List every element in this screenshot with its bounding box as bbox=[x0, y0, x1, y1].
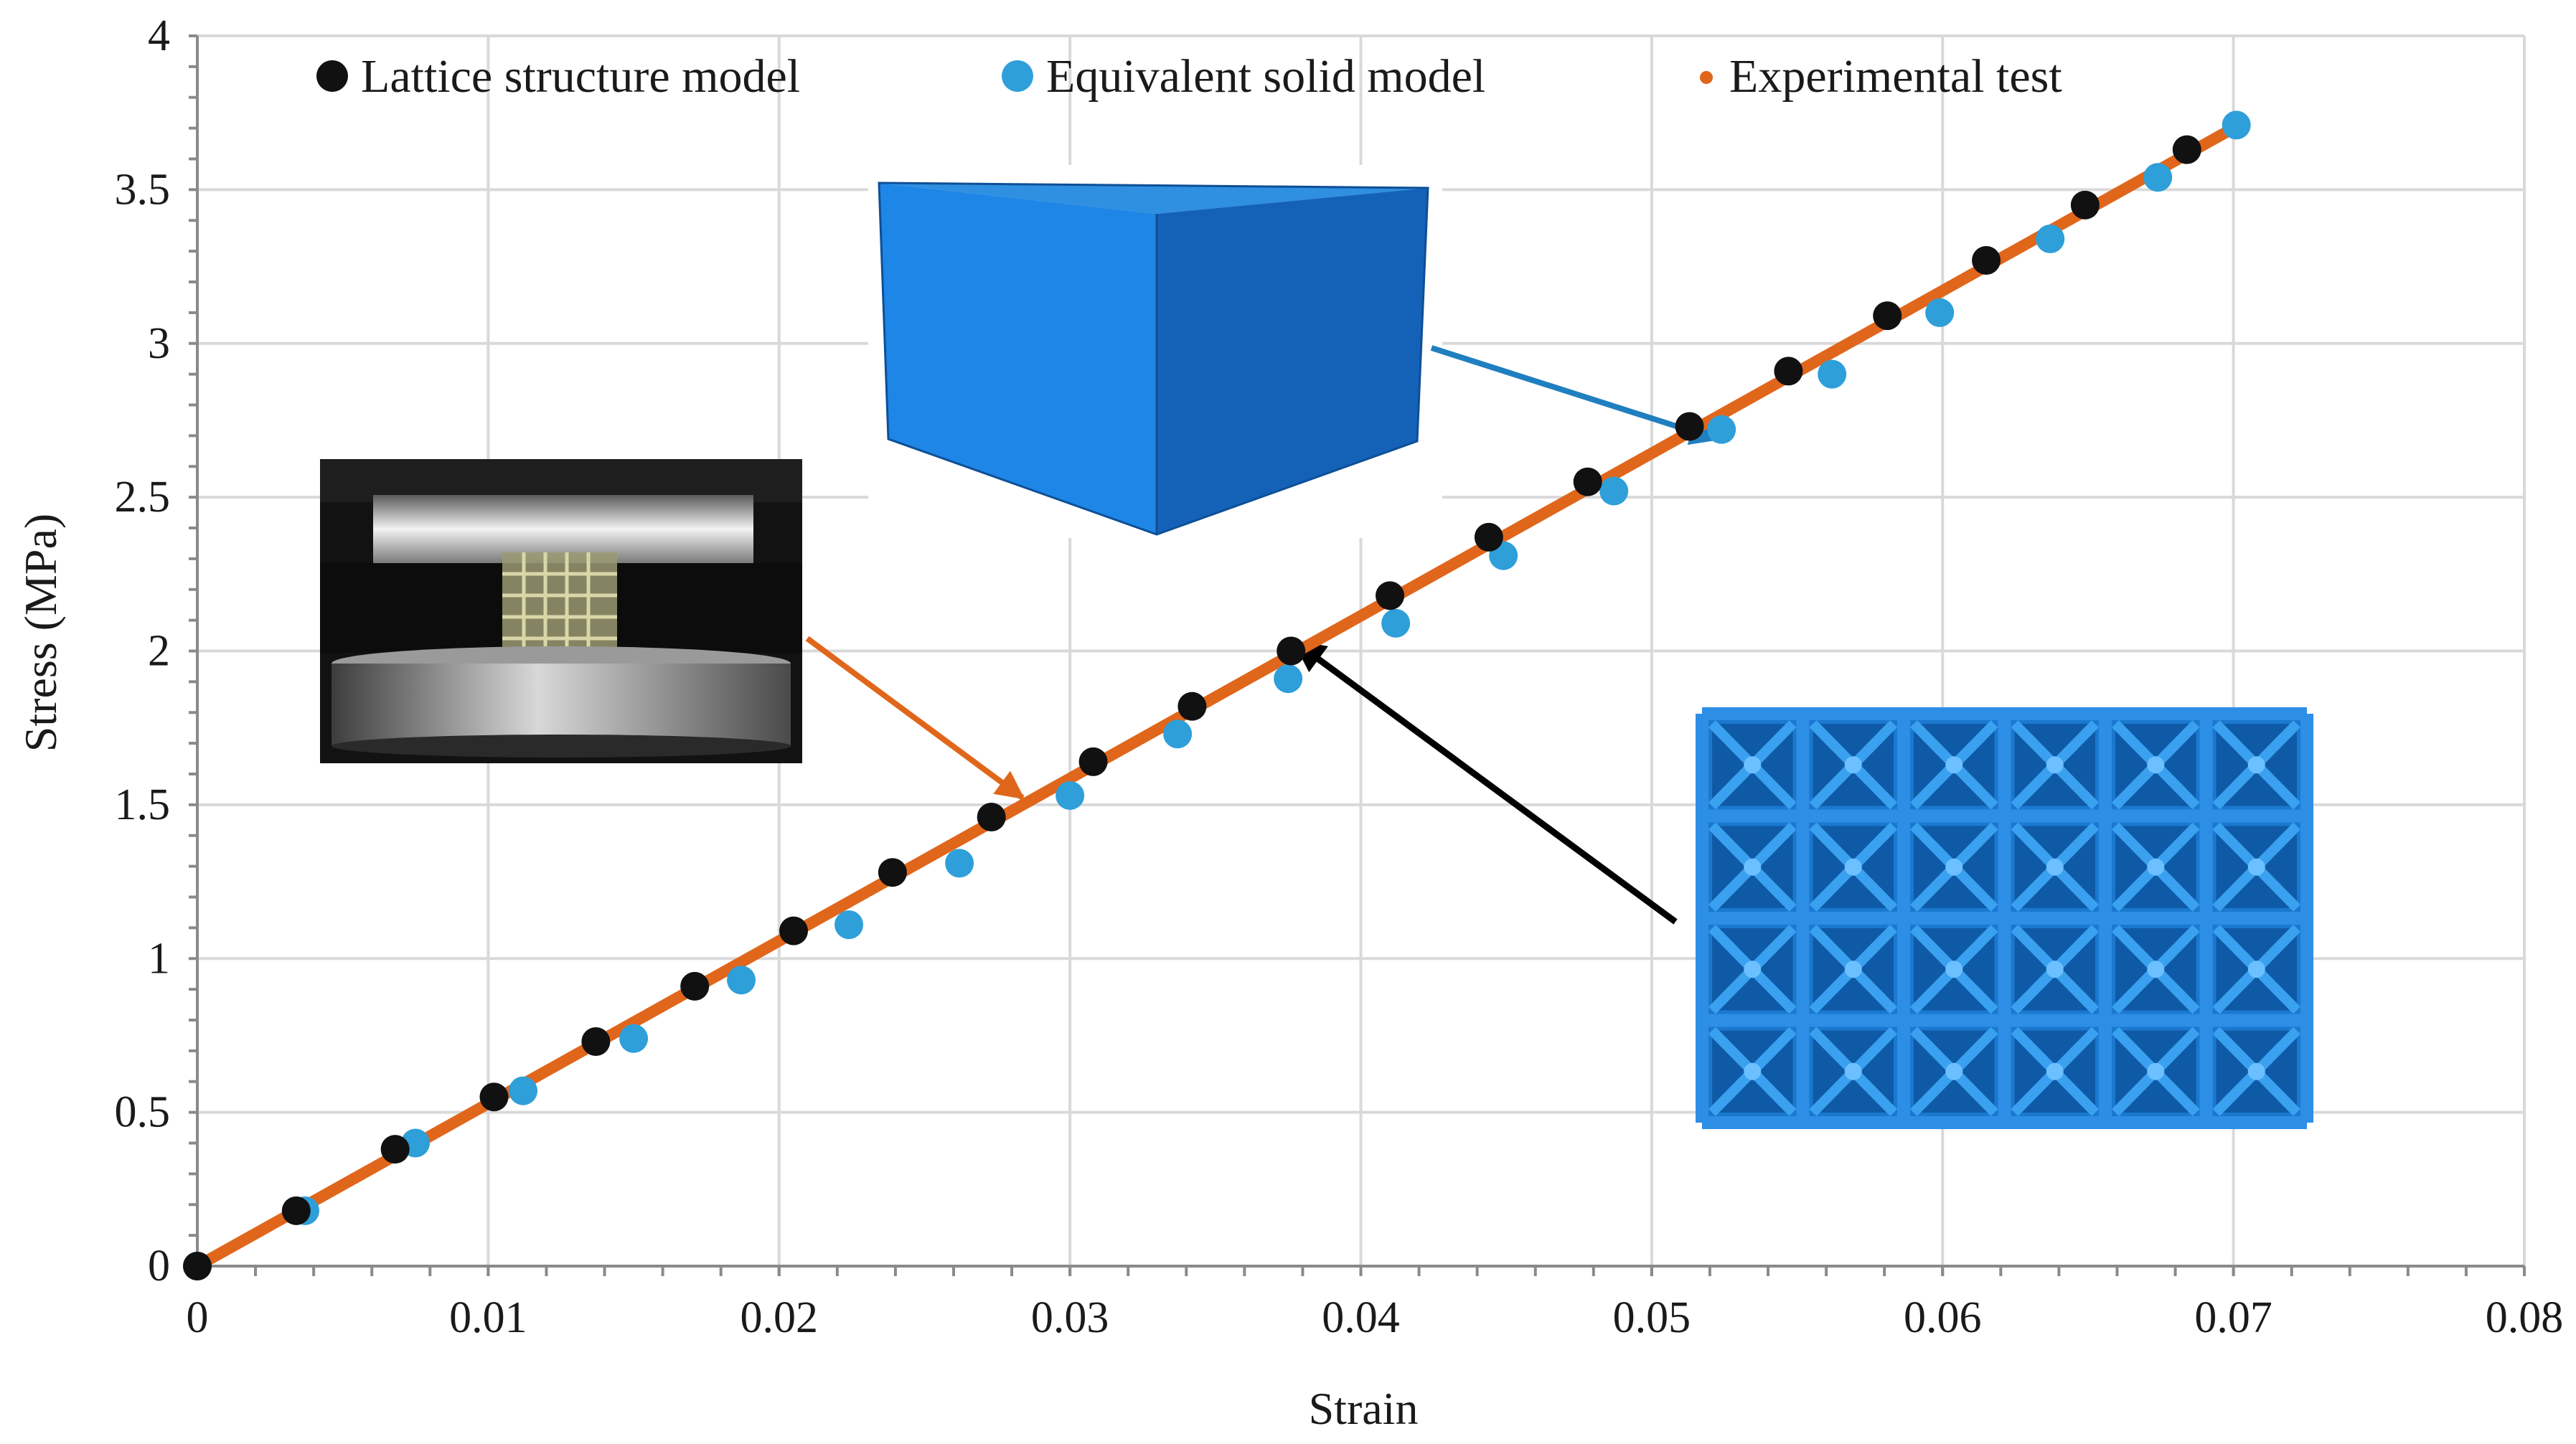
lattice-point bbox=[1972, 245, 2001, 275]
solid-point bbox=[945, 849, 974, 878]
legend-label-experimental: Experimental test bbox=[1729, 50, 2062, 103]
data-series bbox=[183, 110, 2251, 1280]
x-tick-label: 0.02 bbox=[741, 1293, 819, 1342]
tick-labels: 0 0.01 0.02 0.03 0.04 0.05 0.06 0.07 0.08 0 0.5 1 1.… bbox=[115, 11, 2564, 1342]
solid-point bbox=[1274, 664, 1303, 694]
lattice-point bbox=[2070, 190, 2100, 220]
x-tick-label: 0.07 bbox=[2194, 1293, 2272, 1342]
y-tick-label: 2.5 bbox=[115, 473, 171, 522]
solid-point bbox=[1599, 476, 1629, 506]
lattice-point bbox=[680, 971, 710, 1001]
lattice-point bbox=[1474, 522, 1503, 552]
lattice-point bbox=[1873, 301, 1902, 331]
y-tick-label: 4 bbox=[148, 11, 170, 60]
axes bbox=[189, 34, 2526, 1276]
solid-point bbox=[509, 1076, 538, 1105]
solid-point bbox=[727, 966, 756, 995]
lattice-point bbox=[380, 1135, 410, 1164]
y-tick-label: 0 bbox=[148, 1242, 170, 1290]
lattice-structure-model bbox=[1696, 707, 2313, 1129]
x-tick-label: 0 bbox=[187, 1293, 209, 1342]
x-tick-label: 0.06 bbox=[1904, 1293, 1982, 1342]
solid-point bbox=[2143, 163, 2173, 192]
solid-point bbox=[2222, 110, 2251, 140]
x-tick-label: 0.03 bbox=[1031, 1293, 1109, 1342]
solid-point bbox=[1381, 608, 1411, 638]
solid-point bbox=[1056, 781, 1085, 811]
lattice-point bbox=[1078, 747, 1108, 776]
lattice-point bbox=[2172, 135, 2201, 164]
lattice-point bbox=[479, 1082, 509, 1112]
cube-arrow bbox=[1430, 345, 1719, 445]
lattice-point bbox=[1573, 467, 1602, 496]
x-tick-label: 0.01 bbox=[449, 1293, 527, 1342]
solid-point bbox=[619, 1024, 649, 1053]
solid-cube-model bbox=[868, 165, 1442, 538]
y-axis-title: Stress (MPa) bbox=[15, 514, 66, 752]
x-tick-label: 0.08 bbox=[2486, 1293, 2564, 1342]
legend-label-solid: Equivalent solid model bbox=[1046, 50, 1485, 103]
legend-marker-experimental bbox=[1700, 71, 1713, 84]
solid-point bbox=[835, 910, 864, 940]
lattice-point bbox=[183, 1252, 212, 1280]
lattice-point bbox=[281, 1196, 311, 1225]
y-tick-label: 0.5 bbox=[115, 1088, 171, 1137]
legend-marker-solid bbox=[1002, 60, 1033, 92]
solid-point bbox=[1925, 298, 1955, 327]
solid-point bbox=[1818, 359, 1847, 389]
y-tick-label: 2 bbox=[148, 627, 170, 676]
test-rig-photo bbox=[320, 459, 802, 763]
lattice-point bbox=[878, 858, 907, 887]
y-tick-label: 3.5 bbox=[115, 165, 171, 214]
legend-marker-lattice bbox=[316, 60, 348, 92]
lattice-point bbox=[1177, 692, 1207, 721]
legend: Lattice structure model Equivalent solid… bbox=[316, 50, 2062, 103]
lattice-point bbox=[1277, 636, 1306, 666]
lattice-point bbox=[581, 1027, 611, 1057]
x-axis-title: Strain bbox=[1309, 1383, 1419, 1434]
lattice-arrow bbox=[1292, 639, 1678, 925]
legend-label-lattice: Lattice structure model bbox=[361, 50, 800, 103]
photo-arrow bbox=[805, 636, 1025, 801]
lattice-point bbox=[977, 803, 1006, 832]
solid-point bbox=[1163, 719, 1193, 749]
solid-point bbox=[2036, 224, 2065, 253]
x-tick-label: 0.04 bbox=[1322, 1293, 1400, 1342]
lattice-point bbox=[1376, 581, 1405, 610]
y-tick-label: 3 bbox=[148, 319, 170, 368]
solid-point bbox=[1707, 415, 1736, 444]
x-tick-label: 0.05 bbox=[1613, 1293, 1691, 1342]
lattice-point bbox=[1675, 412, 1704, 441]
lattice-point bbox=[779, 916, 809, 945]
y-tick-label: 1 bbox=[148, 934, 170, 983]
y-tick-label: 1.5 bbox=[115, 780, 171, 829]
lattice-point bbox=[1774, 357, 1803, 386]
